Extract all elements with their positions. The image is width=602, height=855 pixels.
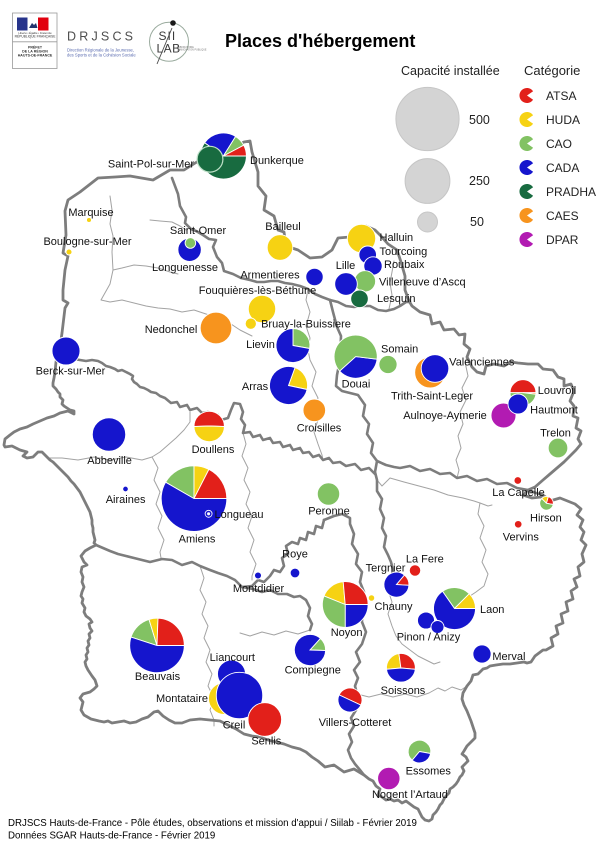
svg-text:Bailleul: Bailleul: [265, 221, 300, 233]
svg-text:Trelon: Trelon: [540, 428, 571, 440]
svg-text:Boulogne-sur-Mer: Boulogne-sur-Mer: [43, 236, 131, 248]
svg-text:Soissons: Soissons: [381, 685, 426, 697]
svg-text:Villers-Cotteret: Villers-Cotteret: [319, 717, 392, 729]
svg-text:Longuenesse: Longuenesse: [152, 262, 218, 274]
svg-text:Villeneuve d’Ascq: Villeneuve d’Ascq: [379, 277, 466, 289]
svg-text:Halluin: Halluin: [380, 232, 414, 244]
svg-text:Places d'hébergement: Places d'hébergement: [225, 31, 415, 51]
svg-text:Doullens: Doullens: [192, 444, 235, 456]
svg-text:Airaines: Airaines: [106, 494, 146, 506]
svg-text:Lille: Lille: [336, 260, 356, 272]
svg-text:Creil: Creil: [223, 720, 246, 732]
svg-text:ATSA: ATSA: [546, 89, 576, 103]
svg-text:Laon: Laon: [480, 604, 504, 616]
svg-text:Catégorie: Catégorie: [524, 63, 580, 78]
svg-text:Dunkerque: Dunkerque: [250, 155, 304, 167]
svg-text:Noyon: Noyon: [331, 627, 363, 639]
svg-text:La Fere: La Fere: [406, 554, 444, 566]
svg-text:Pinon / Anizy: Pinon / Anizy: [397, 632, 461, 644]
svg-text:Berck-sur-Mer: Berck-sur-Mer: [36, 366, 106, 378]
svg-text:Armentieres: Armentieres: [240, 270, 300, 282]
svg-text:250: 250: [469, 174, 490, 188]
svg-text:Merval: Merval: [492, 651, 525, 663]
svg-text:Direction Régionale de la Jeun: Direction Régionale de la Jeunesse,: [67, 47, 134, 52]
svg-text:Lesquin: Lesquin: [377, 293, 416, 305]
svg-text:DE LA RÉGION: DE LA RÉGION: [22, 49, 48, 54]
svg-text:DPAR: DPAR: [546, 233, 579, 247]
svg-text:Liberté • Égalité • Fraternité: Liberté • Égalité • Fraternité: [18, 30, 52, 35]
svg-text:Chauny: Chauny: [375, 601, 413, 613]
svg-text:Fouquières-lès-Béthune: Fouquières-lès-Béthune: [199, 285, 316, 297]
svg-text:Longueau: Longueau: [215, 509, 264, 521]
svg-text:PRÉFET: PRÉFET: [28, 44, 43, 49]
svg-text:Compiegne: Compiegne: [285, 665, 341, 677]
svg-text:D’INNOVATION PUBLIQUE: D’INNOVATION PUBLIQUE: [177, 49, 207, 52]
svg-text:Valenciennes: Valenciennes: [449, 357, 515, 369]
svg-text:RÉPUBLIQUE FRANÇAISE: RÉPUBLIQUE FRANÇAISE: [15, 34, 57, 39]
svg-text:Hautmont: Hautmont: [530, 405, 578, 417]
svg-text:Essomes: Essomes: [406, 766, 452, 778]
svg-text:Liancourt: Liancourt: [210, 652, 255, 664]
svg-text:Louvroil: Louvroil: [538, 385, 577, 397]
svg-text:Abbeville: Abbeville: [87, 455, 132, 467]
svg-text:Senlis: Senlis: [251, 736, 281, 748]
svg-text:Données SGAR Hauts-de-France -: Données SGAR Hauts-de-France - Février 2…: [8, 831, 215, 842]
svg-text:Capacité installée: Capacité installée: [401, 64, 500, 78]
svg-text:Somain: Somain: [381, 344, 418, 356]
svg-text:DRJSCS Hauts-de-France - Pôle: DRJSCS Hauts-de-France - Pôle études, ob…: [8, 818, 417, 829]
svg-text:DRJSCS: DRJSCS: [67, 30, 136, 44]
svg-text:CAO: CAO: [546, 137, 572, 151]
svg-text:LABORATOIRE: LABORATOIRE: [177, 46, 194, 49]
svg-text:Nogent l’Artaud: Nogent l’Artaud: [372, 789, 448, 801]
svg-text:Montdidier: Montdidier: [233, 583, 285, 595]
svg-text:des Sports et de la Cohésion S: des Sports et de la Cohésion Sociale: [67, 52, 136, 57]
svg-text:SII: SII: [159, 29, 177, 43]
svg-text:Roubaix: Roubaix: [384, 259, 425, 271]
svg-text:Bruay-la-Buissiere: Bruay-la-Buissiere: [261, 319, 351, 331]
svg-text:HUDA: HUDA: [546, 113, 580, 127]
svg-text:Vervins: Vervins: [503, 531, 540, 543]
svg-text:Tourcoing: Tourcoing: [380, 246, 428, 258]
svg-text:CAES: CAES: [546, 209, 579, 223]
svg-text:Marquise: Marquise: [68, 207, 113, 219]
svg-text:Saint-Omer: Saint-Omer: [170, 225, 227, 237]
svg-text:Croisilles: Croisilles: [297, 423, 342, 435]
svg-text:Roye: Roye: [282, 549, 308, 561]
svg-text:Douai: Douai: [342, 379, 371, 391]
svg-text:Tergnier: Tergnier: [366, 563, 406, 575]
svg-text:Arras: Arras: [242, 381, 269, 393]
svg-text:Beauvais: Beauvais: [135, 671, 181, 683]
svg-text:Nedonchel: Nedonchel: [145, 324, 198, 336]
svg-text:CADA: CADA: [546, 161, 579, 175]
svg-text:Amiens: Amiens: [179, 534, 216, 546]
svg-text:HAUTS-DE-FRANCE: HAUTS-DE-FRANCE: [18, 54, 53, 58]
svg-text:Peronne: Peronne: [308, 506, 350, 518]
svg-text:500: 500: [469, 113, 490, 127]
svg-text:PRADHA: PRADHA: [546, 185, 596, 199]
svg-text:Lievin: Lievin: [246, 339, 275, 351]
svg-text:50: 50: [470, 215, 484, 229]
svg-text:Saint-Pol-sur-Mer: Saint-Pol-sur-Mer: [108, 159, 195, 171]
svg-text:Montataire: Montataire: [156, 693, 208, 705]
svg-text:Aulnoye-Aymerie: Aulnoye-Aymerie: [403, 410, 487, 422]
svg-text:La Capelle: La Capelle: [492, 487, 545, 499]
svg-text:Trith-Saint-Leger: Trith-Saint-Leger: [391, 391, 473, 403]
svg-text:Hirson: Hirson: [530, 512, 562, 524]
